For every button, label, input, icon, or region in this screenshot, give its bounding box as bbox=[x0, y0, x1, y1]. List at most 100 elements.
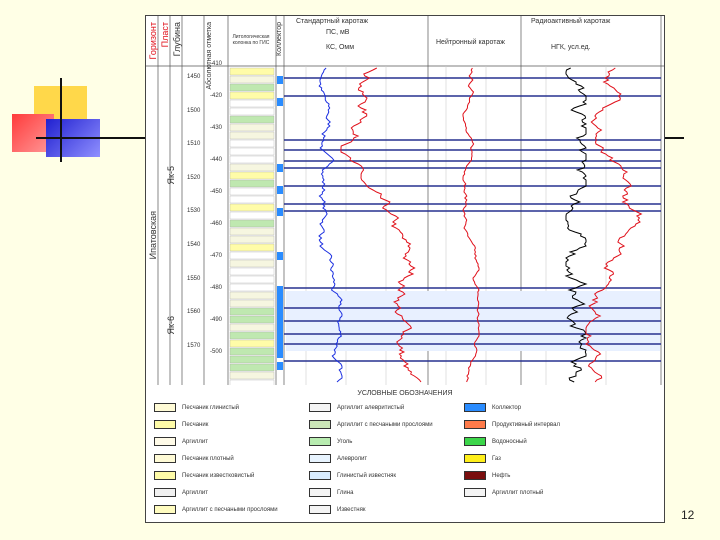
well-log-svg bbox=[146, 16, 664, 386]
lithology-band bbox=[229, 155, 275, 164]
legend-label: Песчаник известковистый bbox=[182, 472, 255, 479]
lithology-band bbox=[229, 299, 275, 308]
abs-tick-label: -430 bbox=[210, 125, 223, 131]
legend-swatch bbox=[464, 420, 486, 429]
depth-tick-label: 1530 bbox=[187, 208, 201, 215]
depth-header: Глубина bbox=[172, 22, 182, 57]
abs-mark-header: Абсолютная отметка bbox=[206, 22, 213, 90]
layer-label-upper: Як-5 bbox=[166, 166, 176, 185]
legend-swatch bbox=[464, 454, 486, 463]
legend-label: Аргиллит bbox=[182, 438, 208, 445]
legend-label: Водоносный bbox=[492, 438, 527, 445]
legend-swatch bbox=[464, 437, 486, 446]
legend-item: Аргиллит алевритистый bbox=[309, 403, 404, 412]
legend-swatch bbox=[309, 488, 331, 497]
lithology-band bbox=[229, 75, 275, 84]
lithology-band bbox=[229, 115, 275, 124]
legend-item: Глинистый известняк bbox=[309, 471, 396, 480]
legend-swatch bbox=[464, 488, 486, 497]
legend-item: Песчаник известковистый bbox=[154, 471, 254, 480]
legend-label: Песчаник bbox=[182, 421, 209, 428]
abs-tick-label: -440 bbox=[210, 157, 223, 163]
layer-label-lower: Як-6 bbox=[166, 316, 176, 335]
lithology-band bbox=[229, 251, 275, 260]
legend-swatch bbox=[309, 505, 331, 514]
legend-swatch bbox=[154, 505, 176, 514]
abs-tick-label: -490 bbox=[210, 317, 223, 323]
lithology-band bbox=[229, 355, 275, 364]
lithology-band bbox=[229, 219, 275, 228]
lithology-band bbox=[229, 139, 275, 148]
legend-item: Аргиллит bbox=[154, 488, 208, 497]
legend-label: Песчаник глинистый bbox=[182, 404, 239, 411]
track1-title: Стандартный каротаж bbox=[296, 18, 369, 25]
collector-marker bbox=[277, 76, 283, 84]
legend-label: Нефть bbox=[492, 472, 511, 479]
formation-label: Ипатовская bbox=[148, 211, 158, 260]
legend-swatch bbox=[309, 403, 331, 412]
lithology-band bbox=[229, 259, 275, 268]
legend-label: Продуктивный интервал bbox=[492, 421, 560, 428]
lithology-band bbox=[229, 283, 275, 292]
lithology-band bbox=[229, 99, 275, 108]
neutron-curve bbox=[462, 67, 480, 383]
legend-swatch bbox=[154, 403, 176, 412]
layer-header: Пласт bbox=[160, 22, 170, 48]
lithology-band bbox=[229, 179, 275, 188]
collector-marker bbox=[277, 208, 283, 216]
legend-item: Коллектор bbox=[464, 403, 521, 412]
lithology-band bbox=[229, 291, 275, 300]
legend-swatch bbox=[464, 471, 486, 480]
legend-panel: УСЛОВНЫЕ ОБОЗНАЧЕНИЯ Песчаник глинистый П… bbox=[145, 385, 665, 523]
legend-swatch bbox=[309, 420, 331, 429]
lithology-band bbox=[229, 91, 275, 100]
legend-item: Водоносный bbox=[464, 437, 527, 446]
legend-item: Песчаник глинистый bbox=[154, 403, 239, 412]
gamma-curve bbox=[564, 67, 588, 383]
legend-item: Газ bbox=[464, 454, 501, 463]
lithology-band bbox=[229, 267, 275, 276]
lithology-band bbox=[229, 83, 275, 92]
lithology-band bbox=[229, 163, 275, 172]
lithology-band bbox=[229, 187, 275, 196]
lithology-band bbox=[229, 67, 275, 76]
lithology-band bbox=[229, 203, 275, 212]
collector-header: Коллектор bbox=[276, 22, 283, 56]
track2-curve2-label: Нейтронный каротаж bbox=[436, 39, 505, 46]
track1-curve2-label: КС, Омм bbox=[326, 44, 355, 51]
lithology-band bbox=[229, 275, 275, 284]
legend-item: Нефть bbox=[464, 471, 510, 480]
legend-swatch bbox=[464, 403, 486, 412]
lithology-band bbox=[229, 235, 275, 244]
lithology-band bbox=[229, 347, 275, 356]
resistivity-curve bbox=[340, 67, 422, 383]
legend-swatch bbox=[309, 471, 331, 480]
lithology-band bbox=[229, 363, 275, 372]
collector-marker bbox=[277, 164, 283, 172]
legend-label: Песчаник плотный bbox=[182, 455, 234, 462]
legend-label: Аргиллит с песчаными прослоями bbox=[182, 506, 278, 513]
track3-title: Радиоактивный каротаж bbox=[531, 18, 611, 25]
legend-swatch bbox=[154, 437, 176, 446]
well-log-panel: Горизонт Пласт Глубина Абсолютная отметк… bbox=[145, 15, 665, 387]
lithology-band bbox=[229, 131, 275, 140]
depth-tick-label: 1520 bbox=[187, 174, 201, 181]
legend-label: Алевролит bbox=[337, 455, 368, 462]
abs-tick-label: -480 bbox=[210, 285, 223, 291]
legend-swatch bbox=[309, 454, 331, 463]
lithology-band bbox=[229, 323, 275, 332]
sp-curve bbox=[318, 67, 343, 383]
legend-label: Уголь bbox=[337, 438, 353, 445]
ngk-curve bbox=[585, 67, 643, 383]
legend-swatch bbox=[154, 454, 176, 463]
depth-tick-label: 1540 bbox=[187, 242, 201, 248]
depth-tick-label: 1450 bbox=[187, 74, 201, 80]
legend-item: Аргиллит плотный bbox=[464, 488, 543, 497]
collector-marker bbox=[277, 98, 283, 106]
legend-item: Песчаник bbox=[154, 420, 208, 429]
legend-label: Коллектор bbox=[492, 404, 522, 411]
lithology-band bbox=[229, 147, 275, 156]
lithology-band bbox=[229, 211, 275, 220]
depth-tick-label: 1560 bbox=[187, 309, 201, 316]
track1-curve1-label: ПС, мВ bbox=[326, 29, 350, 36]
